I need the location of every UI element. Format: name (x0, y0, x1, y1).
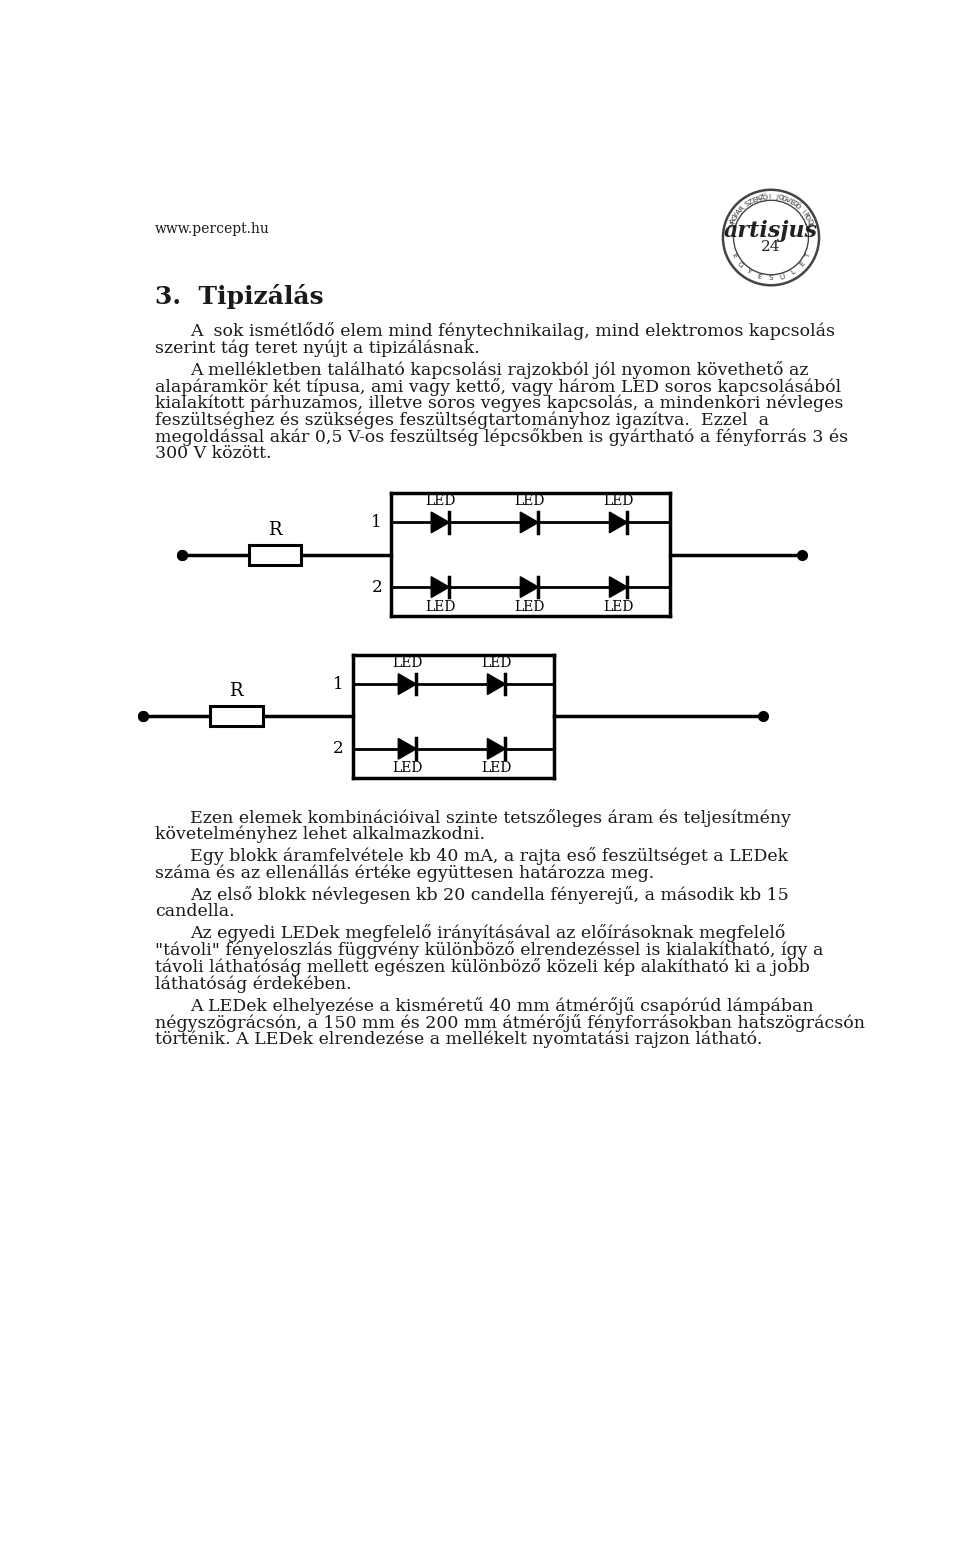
Text: A: A (806, 222, 814, 228)
Text: R: R (268, 520, 281, 539)
Text: LED: LED (393, 761, 422, 776)
Text: távoli láthatóság mellett egészen különböző közeli kép alakítható ki a jobb: távoli láthatóság mellett egészen különb… (155, 958, 809, 977)
Text: É: É (787, 198, 795, 205)
Text: 3.  Tipizálás: 3. Tipizálás (155, 284, 324, 309)
Text: LED: LED (393, 656, 422, 670)
Text: A LEDek elhelyezése a kisméretű 40 mm átmérőjű csapórúd lámpában: A LEDek elhelyezése a kisméretű 40 mm át… (190, 997, 813, 1015)
Polygon shape (488, 739, 505, 759)
Polygon shape (520, 512, 539, 532)
Text: J: J (776, 194, 779, 201)
Polygon shape (398, 739, 417, 759)
Text: 1: 1 (332, 676, 344, 693)
Text: L: L (790, 268, 797, 276)
Text: A mellékletben található kapcsolási rajzokból jól nyomon követhető az: A mellékletben található kapcsolási rajz… (190, 361, 808, 378)
Text: A: A (730, 218, 737, 225)
Text: R: R (738, 205, 746, 213)
Text: T: T (804, 252, 812, 258)
Polygon shape (488, 674, 505, 694)
Text: LED: LED (515, 494, 545, 508)
Text: kialakított párhuzamos, illetve soros vegyes kapcsolás, a mindenkori névleges: kialakított párhuzamos, illetve soros ve… (155, 395, 843, 412)
Text: 24: 24 (761, 239, 780, 253)
Text: E: E (798, 261, 805, 268)
Text: I: I (800, 208, 805, 214)
Text: M: M (728, 221, 735, 228)
Text: LED: LED (482, 656, 512, 670)
Text: O: O (804, 214, 811, 222)
Text: LED: LED (425, 600, 456, 614)
Polygon shape (398, 674, 417, 694)
Text: R: R (755, 196, 761, 202)
Text: S: S (744, 201, 752, 208)
Text: artisjus: artisjus (724, 221, 818, 242)
Text: 300 V között.: 300 V között. (155, 446, 272, 463)
Text: S: S (769, 275, 774, 281)
Text: Z: Z (747, 198, 755, 205)
Text: "távoli" fényeloszlás függvény különböző elrendezéssel is kialakítható, így a: "távoli" fényeloszlás függvény különböző… (155, 941, 824, 960)
Polygon shape (610, 512, 628, 532)
Text: történik. A LEDek elrendezése a mellékelt nyomtatási rajzon látható.: történik. A LEDek elrendezése a mellékel… (155, 1031, 762, 1048)
Text: Az első blokk névlegesen kb 20 candella fényerejű, a második kb 15: Az első blokk névlegesen kb 20 candella … (190, 886, 788, 904)
Text: feszültséghez és szükséges feszültségtartományhoz igazítva.  Ezzel  a: feszültséghez és szükséges feszültségtar… (155, 412, 769, 429)
Text: A  sok ismétlődő elem mind fénytechnikailag, mind elektromos kapcsolás: A sok ismétlődő elem mind fénytechnikail… (190, 322, 835, 339)
Text: száma és az ellenállás értéke együttesen határozza meg.: száma és az ellenállás értéke együttesen… (155, 864, 654, 881)
Text: szerint tág teret nyújt a tipizálásnak.: szerint tág teret nyújt a tipizálásnak. (155, 339, 480, 356)
Text: LED: LED (425, 494, 456, 508)
Text: V: V (784, 196, 791, 204)
Text: követelményhez lehet alkalmazkodni.: követelményhez lehet alkalmazkodni. (155, 826, 485, 844)
Polygon shape (610, 577, 628, 597)
Text: R: R (802, 211, 809, 219)
Text: Ü: Ü (779, 273, 786, 281)
Text: láthatóság érdekében.: láthatóság érdekében. (155, 975, 351, 992)
Text: Egy blokk áramfelvétele kb 40 mA, a rajta eső feszültséget a LEDek: Egy blokk áramfelvétele kb 40 mA, a rajt… (190, 847, 788, 866)
Bar (249, 545, 301, 565)
Text: O: O (777, 194, 784, 202)
Bar (210, 707, 263, 727)
Text: D: D (804, 218, 812, 225)
Text: Ő: Ő (793, 202, 802, 211)
Text: D: D (790, 201, 799, 208)
Text: LED: LED (515, 600, 545, 614)
Text: A: A (735, 208, 743, 216)
Text: alapáramkör két típusa, ami vagy kettő, vagy három LED soros kapcsolásából: alapáramkör két típusa, ami vagy kettő, … (155, 378, 841, 395)
Text: LED: LED (482, 761, 512, 776)
Text: I: I (768, 194, 770, 199)
Text: 1: 1 (372, 514, 382, 531)
Text: www.percept.hu: www.percept.hu (155, 222, 270, 236)
Text: G: G (780, 194, 788, 202)
Text: R: R (229, 682, 243, 701)
Text: E: E (756, 273, 762, 281)
Text: LED: LED (604, 494, 634, 508)
Text: Y: Y (746, 268, 753, 276)
Text: G: G (736, 261, 744, 268)
Text: E: E (751, 196, 757, 204)
Text: G: G (731, 214, 739, 222)
Text: Y: Y (733, 211, 741, 218)
Text: 2: 2 (332, 741, 344, 758)
Text: 2: 2 (372, 579, 382, 596)
Text: Ezen elemek kombinációival szinte tetszőleges áram és teljesítmény: Ezen elemek kombinációival szinte tetsző… (190, 809, 791, 827)
Text: E: E (730, 252, 737, 258)
Polygon shape (520, 577, 539, 597)
Text: megoldással akár 0,5 V-os feszültség lépcsőkben is gyártható a fényforrás 3 és: megoldással akár 0,5 V-os feszültség lép… (155, 429, 848, 446)
Text: LED: LED (604, 600, 634, 614)
Text: Az egyedi LEDek megfelelő irányításával az előírásoknak megfelelő: Az egyedi LEDek megfelelő irányításával … (190, 924, 785, 943)
Text: Ő: Ő (762, 193, 769, 201)
Polygon shape (431, 577, 449, 597)
Polygon shape (431, 512, 449, 532)
Text: Z: Z (758, 194, 765, 201)
Text: candella.: candella. (155, 903, 234, 920)
Text: négyszögrácsón, a 150 mm és 200 mm átmérőjű fényforrásokban hatszögrácsón: négyszögrácsón, a 150 mm és 200 mm átmér… (155, 1014, 865, 1032)
